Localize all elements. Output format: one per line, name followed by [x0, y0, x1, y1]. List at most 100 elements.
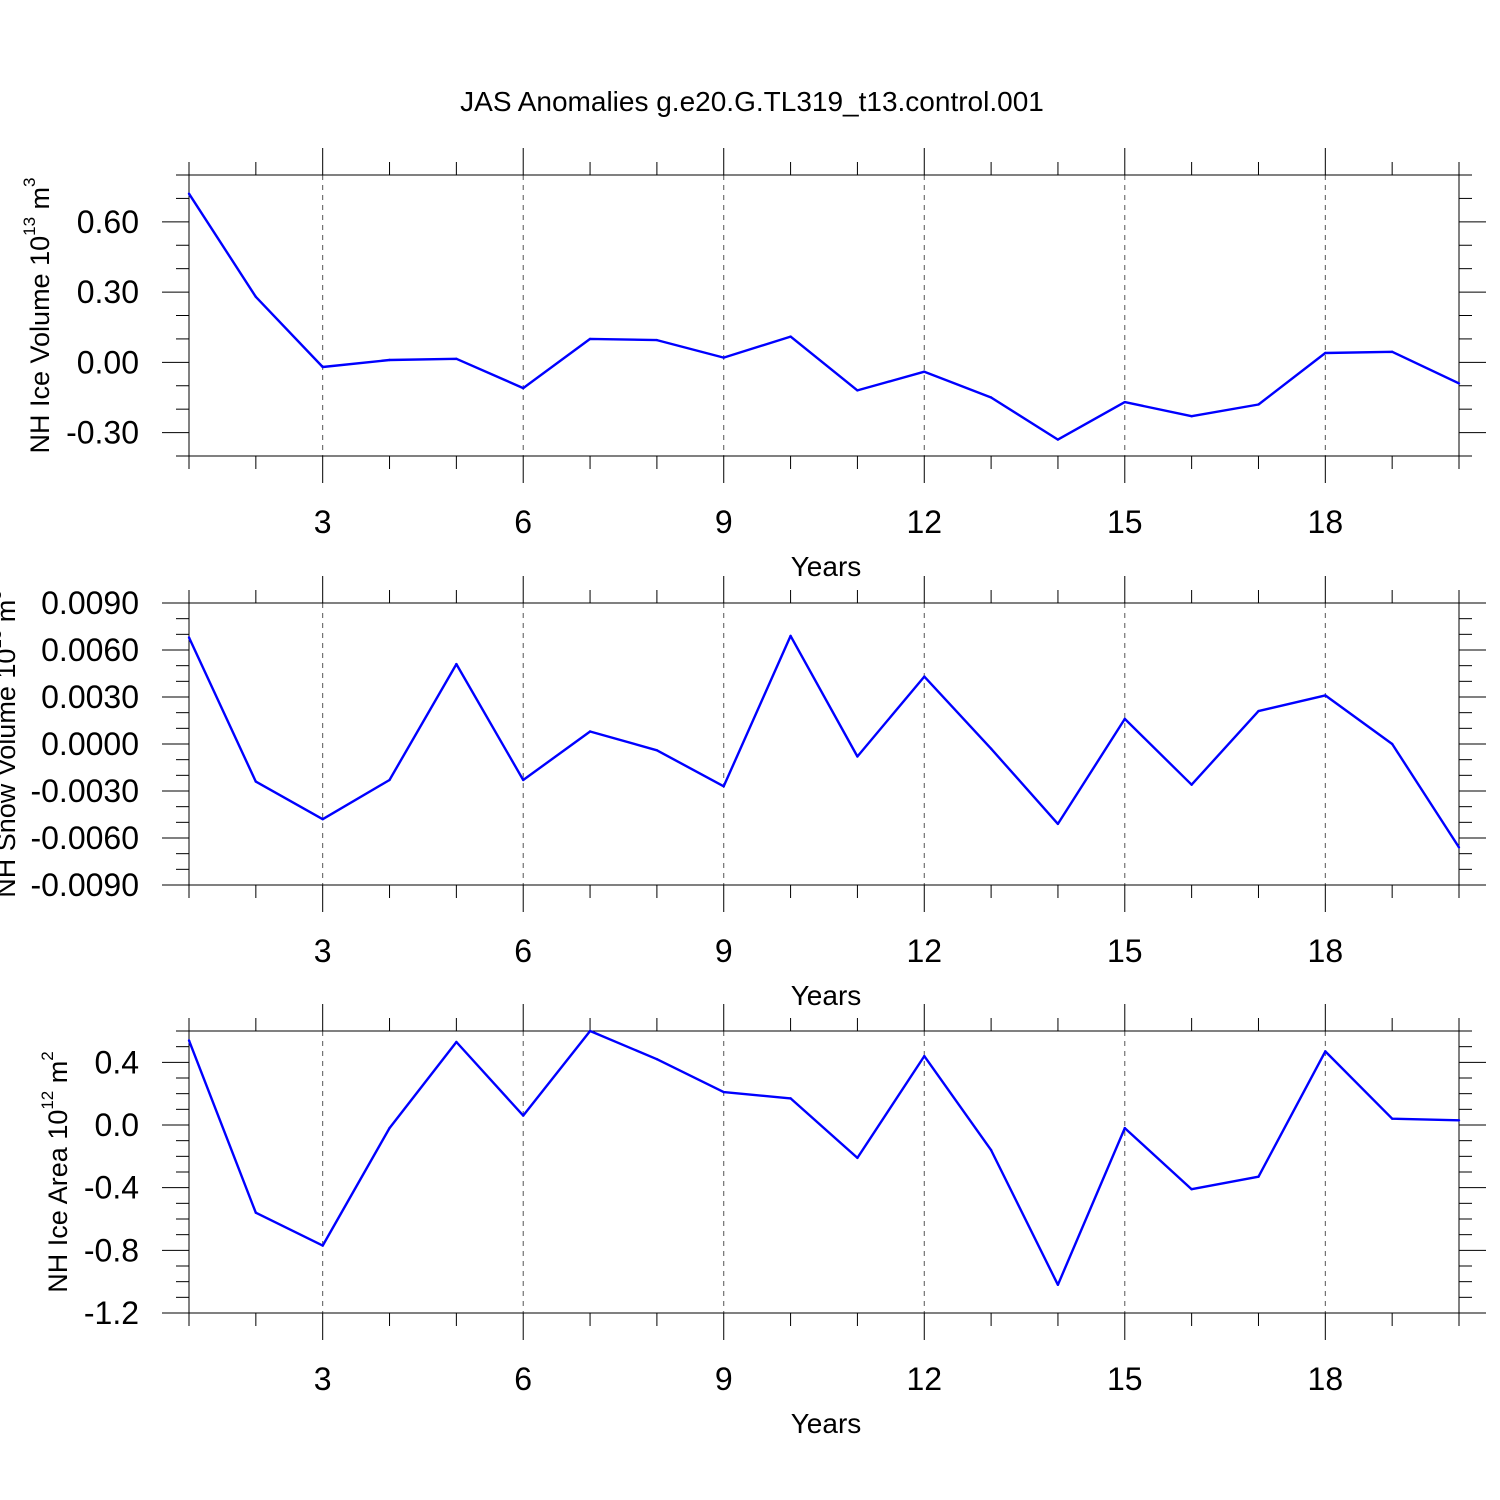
data-point: [388, 1126, 391, 1130]
data-point: [1190, 1188, 1193, 1191]
x-tick-label: 6: [514, 504, 532, 540]
y-axis-label: NH Snow Volume 1013 m3: [0, 590, 21, 898]
x-axis-label: Years: [791, 1408, 862, 1439]
y-tick-label: 0.30: [77, 274, 139, 310]
data-point: [455, 357, 458, 361]
data-point: [789, 634, 792, 638]
data-point: [187, 192, 191, 195]
x-tick-label: 9: [715, 933, 733, 969]
plot-frame: [188, 602, 1460, 886]
y-tick-label: 0.4: [95, 1044, 139, 1080]
x-axis-label: Years: [791, 551, 862, 582]
x-tick-label: 12: [906, 504, 942, 540]
data-point: [455, 662, 458, 666]
data-point: [789, 335, 792, 338]
data-point: [1056, 822, 1060, 826]
plot-frame: [188, 174, 1460, 457]
data-point: [1190, 414, 1193, 418]
data-point: [1190, 783, 1193, 786]
data-point: [1056, 1283, 1060, 1287]
data-point: [1390, 1117, 1394, 1120]
y-axis-label: NH Ice Volume 1013 m3: [20, 178, 55, 454]
data-point: [1390, 742, 1394, 746]
data-point: [254, 780, 258, 783]
data-point: [588, 337, 592, 341]
data-point: [1257, 403, 1260, 406]
data-point: [1324, 1050, 1327, 1053]
y-tick-label: 0.60: [77, 204, 139, 240]
data-point: [1257, 709, 1260, 713]
data-point: [187, 1039, 191, 1042]
data-point: [923, 675, 926, 678]
data-point: [1324, 351, 1327, 355]
data-point: [1123, 1126, 1126, 1130]
data-point: [522, 1114, 525, 1117]
data-point: [522, 778, 525, 782]
data-point: [722, 356, 725, 359]
data-point: [923, 1054, 926, 1058]
data-point: [1123, 400, 1126, 404]
data-point: [655, 338, 659, 342]
chart-title: JAS Anomalies g.e20.G.TL319_t13.control.…: [460, 86, 1044, 117]
x-tick-label: 12: [906, 933, 942, 969]
x-tick-label: 9: [715, 504, 733, 540]
data-point: [923, 370, 926, 373]
x-tick-label: 6: [514, 1361, 532, 1397]
data-point: [321, 818, 324, 821]
y-tick-label: -0.0090: [30, 867, 139, 903]
data-point: [187, 636, 191, 639]
data-point: [254, 1211, 258, 1214]
y-tick-label: -0.0060: [30, 820, 139, 856]
x-tick-label: 15: [1107, 933, 1143, 969]
x-tick-label: 18: [1308, 1361, 1344, 1397]
y-axis-label: NH Ice Area 1012 m2: [38, 1051, 73, 1292]
series-line: [187, 1029, 1460, 1287]
data-point: [722, 785, 725, 788]
panel-1: 3 6 9 12 15 18 Years 0.60 0.30 0.00 -0.30 NH Ice Vo…: [20, 148, 1486, 582]
data-point: [388, 358, 391, 362]
data-point: [856, 755, 859, 758]
x-axis-label: Years: [791, 980, 862, 1011]
series-line: [187, 634, 1461, 849]
x-tick-label: 15: [1107, 1361, 1143, 1397]
panel-2: 3 6 9 12 15 18 Years 0.0090 0.0060 0.0030 0.0000 -0…: [0, 576, 1486, 1011]
data-point: [321, 365, 324, 369]
y-tick-label: 0.0000: [41, 726, 139, 762]
x-tick-label: 12: [906, 1361, 942, 1397]
x-tick-label: 3: [314, 504, 332, 540]
x-tick-label: 3: [314, 933, 332, 969]
y-tick-label: 0.0030: [41, 679, 139, 715]
data-point: [856, 1156, 859, 1160]
x-tick-label: 3: [314, 1361, 332, 1397]
data-point: [655, 1058, 659, 1061]
x-tick-label: 18: [1308, 933, 1344, 969]
data-point: [455, 1040, 458, 1044]
data-point: [588, 730, 592, 733]
y-tick-label: -0.30: [66, 415, 139, 451]
y-tick-label: 0.0090: [41, 585, 139, 621]
data-point: [856, 389, 859, 392]
y-tick-label: 0.0060: [41, 632, 139, 668]
y-tick-label: 0.0: [95, 1107, 139, 1143]
data-point: [254, 295, 258, 298]
data-point: [588, 1029, 592, 1033]
series-line: [187, 193, 1460, 441]
x-tick-label: 6: [514, 933, 532, 969]
data-point: [1457, 846, 1461, 849]
data-point: [989, 396, 993, 399]
data-point: [321, 1244, 324, 1247]
data-point: [989, 747, 993, 750]
data-point: [388, 778, 391, 782]
y-tick-label: -0.8: [84, 1232, 139, 1268]
data-point: [655, 749, 659, 752]
data-point: [989, 1148, 993, 1152]
x-tick-label: 18: [1308, 504, 1344, 540]
y-tick-label: -0.4: [84, 1170, 139, 1206]
y-tick-label: -1.2: [84, 1295, 139, 1331]
plot-frame: [188, 1030, 1460, 1314]
data-point: [522, 386, 525, 390]
x-tick-label: 9: [715, 1361, 733, 1397]
data-point: [789, 1097, 792, 1100]
data-point: [722, 1090, 725, 1094]
